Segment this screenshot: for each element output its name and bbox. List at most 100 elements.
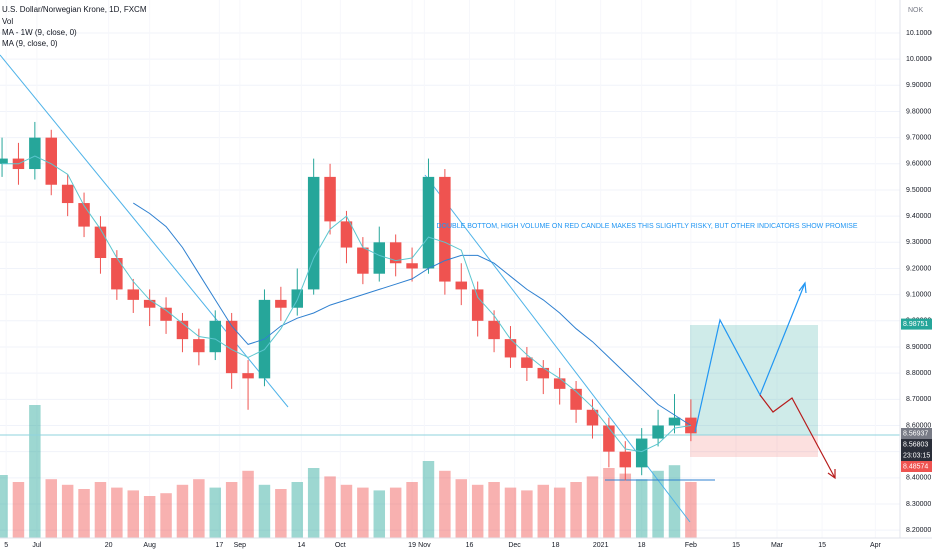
price-badge-label: 8.56937 — [903, 430, 928, 437]
candle-body — [0, 158, 8, 164]
ma-line — [133, 202, 692, 426]
target-zone — [690, 325, 818, 435]
x-tick-label: Jul — [32, 542, 41, 549]
x-tick-label: Dec — [508, 542, 521, 549]
x-tick-label: 2021 — [593, 542, 609, 549]
y-tick-label: 9.30000 — [906, 239, 931, 246]
x-tick-label: 5 — [4, 542, 8, 549]
legend-entry: Vol — [2, 17, 13, 26]
volume-bar — [652, 470, 664, 538]
volume-bar — [307, 468, 320, 538]
volume-bar — [242, 470, 254, 538]
volume-bar — [12, 482, 25, 538]
candle-body — [225, 320, 238, 374]
candle-body — [406, 263, 418, 269]
volume-bar — [209, 487, 222, 538]
axes: 8.200008.300008.400008.500008.600008.700… — [4, 30, 932, 549]
candle-body — [242, 373, 254, 379]
candle-body — [553, 378, 566, 389]
candle-body — [127, 289, 139, 300]
volume-bar — [488, 482, 500, 538]
x-tick-label: 15 — [818, 542, 826, 549]
x-tick-label: 16 — [466, 542, 474, 549]
x-tick-label: Feb — [685, 542, 697, 549]
volume-bar — [586, 476, 599, 538]
volume-bar — [389, 487, 402, 538]
countdown-label: 23:03:15 — [903, 452, 930, 459]
y-tick-label: 8.90000 — [906, 344, 931, 351]
volume-bar — [537, 484, 550, 538]
x-tick-label: Mar — [771, 542, 784, 549]
y-tick-label: 8.70000 — [906, 396, 931, 403]
candle-body — [357, 247, 369, 274]
x-tick-label: 18 — [638, 542, 646, 549]
volume-bar — [521, 490, 533, 538]
trendline — [0, 54, 289, 408]
candle-body — [455, 281, 468, 290]
candle-body — [209, 320, 222, 353]
candle-body — [488, 320, 500, 340]
candles — [0, 121, 697, 481]
projection-up — [694, 282, 806, 433]
candle-body — [291, 289, 304, 308]
volume-bar — [603, 468, 615, 538]
volume-bar — [176, 484, 189, 538]
candle-body — [422, 176, 435, 269]
volume-bar — [275, 489, 287, 538]
volume-bar — [553, 487, 566, 538]
volume-bar — [471, 484, 484, 538]
y-tick-label: 9.10000 — [906, 291, 931, 298]
candle-body — [143, 299, 156, 308]
x-tick-label: 14 — [297, 542, 305, 549]
volume-bar — [225, 482, 238, 538]
y-tick-label: 9.60000 — [906, 161, 931, 168]
candle-body — [537, 367, 550, 379]
y-tick-label: 9.80000 — [906, 108, 931, 115]
symbol-title: U.S. Dollar/Norwegian Krone, 1D, FXCM — [2, 5, 147, 14]
volume-bar — [61, 484, 74, 538]
candle-body — [668, 417, 681, 426]
volume-bar — [78, 489, 90, 538]
legend-entry: MA (9, close, 0) — [2, 39, 58, 48]
y-tick-label: 8.80000 — [906, 370, 931, 377]
candle-body — [324, 176, 336, 222]
y-tick-label: 8.60000 — [906, 422, 931, 429]
x-tick-label: Sep — [234, 542, 247, 549]
x-tick-label: 15 — [732, 542, 740, 549]
volume-bar — [504, 487, 517, 538]
x-tick-label: 17 — [215, 542, 223, 549]
x-tick-label: 18 — [552, 542, 560, 549]
volume-pane — [0, 405, 697, 538]
annotation: DOUBLE BOTTOM, HIGH VOLUME ON RED CANDLE… — [437, 223, 858, 230]
volume-bar — [258, 484, 271, 538]
candle-body — [29, 137, 41, 170]
countdown-badge — [901, 449, 932, 461]
arrow-head — [827, 469, 836, 480]
candle-body — [652, 425, 664, 439]
candle-body — [619, 451, 632, 468]
candle-body — [61, 184, 74, 204]
currency: NOK — [908, 7, 924, 14]
x-tick-label: Nov — [418, 542, 431, 549]
legend-entry: MA - 1W (9, close, 0) — [2, 28, 77, 37]
y-tick-label: 9.70000 — [906, 134, 931, 141]
y-tick-label: 9.50000 — [906, 187, 931, 194]
candle-body — [307, 176, 320, 290]
y-tick-label: 9.20000 — [906, 265, 931, 272]
candle-body — [193, 339, 205, 353]
candle-body — [439, 176, 451, 282]
candle-body — [635, 438, 648, 468]
x-tick-label: Aug — [143, 542, 156, 549]
x-tick-label: 20 — [105, 542, 113, 549]
price-badge — [901, 460, 932, 472]
candle-body — [160, 307, 172, 321]
candle-body — [586, 409, 599, 426]
stop-zone — [690, 435, 818, 457]
x-tick-label: Apr — [870, 542, 882, 549]
ma-line — [2, 155, 691, 453]
moving-averages — [2, 155, 692, 453]
volume-bar — [422, 461, 435, 538]
volume-bar — [340, 484, 353, 538]
volume-bar — [635, 479, 648, 538]
